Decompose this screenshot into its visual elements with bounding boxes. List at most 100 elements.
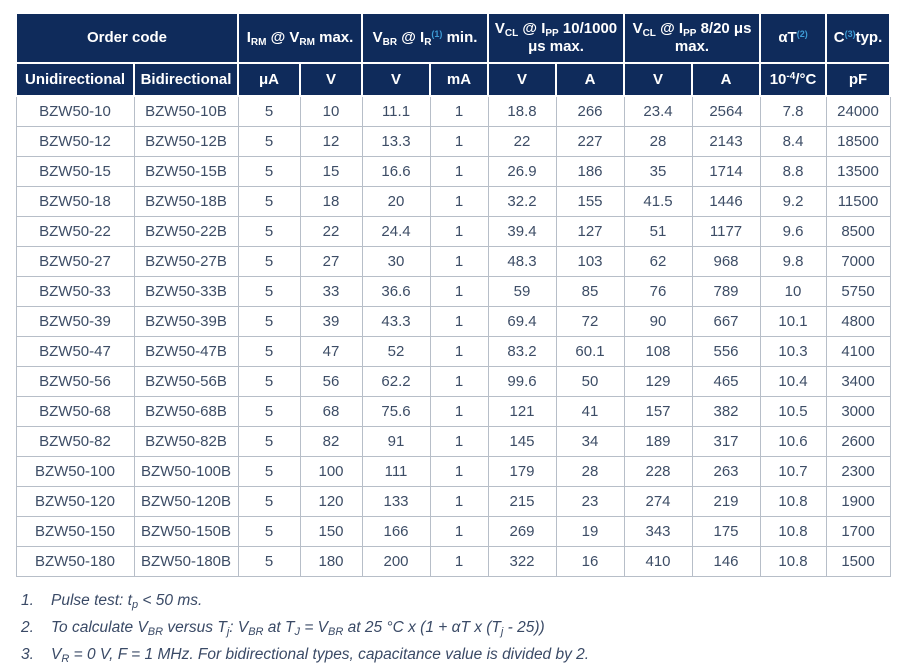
cell-ipp-10-1000-a: 155: [555, 186, 625, 217]
table-row: BZW50-82 BZW50-82B 5 82 91 1 145 34 189 317 10.6 26…: [15, 426, 891, 457]
cell-vrm-v: 82: [299, 426, 363, 457]
table-row: BZW50-15 BZW50-15B 5 15 16.6 1 26.9 186 35 1714 8.…: [15, 156, 891, 187]
cell-bidirectional: BZW50-33B: [133, 276, 239, 307]
cell-vcl-8-20-v: 28: [623, 126, 693, 157]
cell-unidirectional: BZW50-47: [15, 336, 135, 367]
cell-c-pf: 24000: [825, 95, 891, 127]
column-header-unidirectional: Unidirectional: [15, 62, 135, 97]
cell-ir-ma: 1: [429, 426, 489, 457]
cell-ir-ma: 1: [429, 366, 489, 397]
cell-unidirectional: BZW50-18: [15, 186, 135, 217]
cell-unidirectional: BZW50-82: [15, 426, 135, 457]
cell-bidirectional: BZW50-68B: [133, 396, 239, 427]
cell-vbr-v: 16.6: [361, 156, 431, 187]
cell-c-pf: 3000: [825, 396, 891, 427]
table-row: BZW50-10 BZW50-10B 5 10 11.1 1 18.8 266 23.4 2564…: [15, 95, 891, 127]
cell-unidirectional: BZW50-68: [15, 396, 135, 427]
cell-alpha-t: 10.4: [759, 366, 827, 397]
column-group-header: IRM @ VRM max.: [237, 12, 363, 64]
cell-vrm-v: 22: [299, 216, 363, 247]
cell-vrm-v: 39: [299, 306, 363, 337]
cell-vcl-10-1000-v: 48.3: [487, 246, 557, 277]
cell-ipp-10-1000-a: 186: [555, 156, 625, 187]
cell-c-pf: 5750: [825, 276, 891, 307]
cell-bidirectional: BZW50-56B: [133, 366, 239, 397]
cell-ipp-10-1000-a: 28: [555, 456, 625, 487]
cell-vrm-v: 10: [299, 95, 363, 127]
footnote-number: 3.: [21, 646, 34, 663]
cell-alpha-t: 7.8: [759, 95, 827, 127]
cell-vbr-v: 52: [361, 336, 431, 367]
table-row: BZW50-68 BZW50-68B 5 68 75.6 1 121 41 157 382 10.5…: [15, 396, 891, 427]
cell-vcl-8-20-v: 23.4: [623, 95, 693, 127]
cell-vcl-10-1000-v: 32.2: [487, 186, 557, 217]
column-group-header: Order code: [15, 12, 239, 64]
bzw50-characteristics-table: Order code IRM @ VRM max. VBR @ IR(1) min.…: [15, 12, 892, 577]
cell-vcl-8-20-v: 189: [623, 426, 693, 457]
cell-vcl-10-1000-v: 179: [487, 456, 557, 487]
cell-alpha-t: 10: [759, 276, 827, 307]
cell-alpha-t: 10.8: [759, 486, 827, 517]
cell-vrm-v: 47: [299, 336, 363, 367]
cell-alpha-t: 10.8: [759, 546, 827, 577]
cell-vrm-v: 15: [299, 156, 363, 187]
cell-vcl-10-1000-v: 121: [487, 396, 557, 427]
cell-irm-ua: 5: [237, 396, 301, 427]
cell-bidirectional: BZW50-10B: [133, 95, 239, 127]
cell-vcl-10-1000-v: 99.6: [487, 366, 557, 397]
cell-irm-ua: 5: [237, 546, 301, 577]
cell-vbr-v: 111: [361, 456, 431, 487]
cell-irm-ua: 5: [237, 246, 301, 277]
column-group-header: C(3)typ.: [825, 12, 892, 64]
cell-ir-ma: 1: [429, 546, 489, 577]
column-header-vcl-8-20-v: V: [623, 62, 694, 97]
table-row: BZW50-100 BZW50-100B 5 100 111 1 179 28 228 263 10…: [15, 456, 891, 487]
cell-vrm-v: 33: [299, 276, 363, 307]
cell-vcl-10-1000-v: 322: [487, 546, 557, 577]
cell-ipp-8-20-a: 382: [691, 396, 761, 427]
table-row: BZW50-18 BZW50-18B 5 18 20 1 32.2 155 41.5 1446 9.…: [15, 186, 891, 217]
cell-bidirectional: BZW50-100B: [133, 456, 239, 487]
column-group-header: VCL @ IPP 10/1000 μs max.: [487, 12, 626, 64]
cell-vcl-10-1000-v: 26.9: [487, 156, 557, 187]
cell-vrm-v: 27: [299, 246, 363, 277]
cell-c-pf: 7000: [825, 246, 891, 277]
footnote-text: VR = 0 V, F = 1 MHz. For bidirectional t…: [51, 646, 590, 665]
table-row: BZW50-180 BZW50-180B 5 180 200 1 322 16 410 146 10…: [15, 546, 891, 577]
cell-vbr-v: 11.1: [361, 95, 431, 127]
cell-bidirectional: BZW50-27B: [133, 246, 239, 277]
column-group-header: VBR @ IR(1) min.: [360, 12, 490, 64]
cell-vrm-v: 150: [299, 516, 363, 547]
cell-vcl-10-1000-v: 269: [487, 516, 557, 547]
cell-unidirectional: BZW50-15: [15, 156, 135, 187]
cell-ipp-10-1000-a: 85: [555, 276, 625, 307]
footnote: 3. VR = 0 V, F = 1 MHz. For bidirectional…: [21, 646, 888, 665]
cell-vrm-v: 180: [299, 546, 363, 577]
footnote: 2. To calculate VBR versus Tj: VBR at TJ …: [21, 619, 888, 638]
cell-vcl-8-20-v: 108: [623, 336, 693, 367]
cell-ipp-10-1000-a: 103: [555, 246, 625, 277]
column-header-vcl-10-1000-v: V: [487, 62, 558, 97]
cell-ipp-8-20-a: 1177: [691, 216, 761, 247]
cell-vcl-8-20-v: 90: [623, 306, 693, 337]
cell-vbr-v: 20: [361, 186, 431, 217]
cell-irm-ua: 5: [237, 516, 301, 547]
table-row: BZW50-22 BZW50-22B 5 22 24.4 1 39.4 127 51 1177 9.…: [15, 216, 891, 247]
cell-ipp-10-1000-a: 23: [555, 486, 625, 517]
cell-alpha-t: 10.1: [759, 306, 827, 337]
cell-vrm-v: 120: [299, 486, 363, 517]
cell-irm-ua: 5: [237, 216, 301, 247]
cell-irm-ua: 5: [237, 186, 301, 217]
cell-vrm-v: 18: [299, 186, 363, 217]
table-body: BZW50-10 BZW50-10B 5 10 11.1 1 18.8 266 23.4 2564…: [15, 95, 891, 577]
cell-bidirectional: BZW50-39B: [133, 306, 239, 337]
cell-ir-ma: 1: [429, 156, 489, 187]
cell-vrm-v: 56: [299, 366, 363, 397]
cell-alpha-t: 9.2: [759, 186, 827, 217]
column-group-header: αT(2): [759, 12, 828, 64]
table-header: Order code IRM @ VRM max. VBR @ IR(1) min.…: [15, 12, 892, 97]
cell-alpha-t: 10.5: [759, 396, 827, 427]
footnote-text: Pulse test: tp < 50 ms.: [51, 592, 203, 611]
cell-irm-ua: 5: [237, 276, 301, 307]
cell-vcl-8-20-v: 343: [623, 516, 693, 547]
